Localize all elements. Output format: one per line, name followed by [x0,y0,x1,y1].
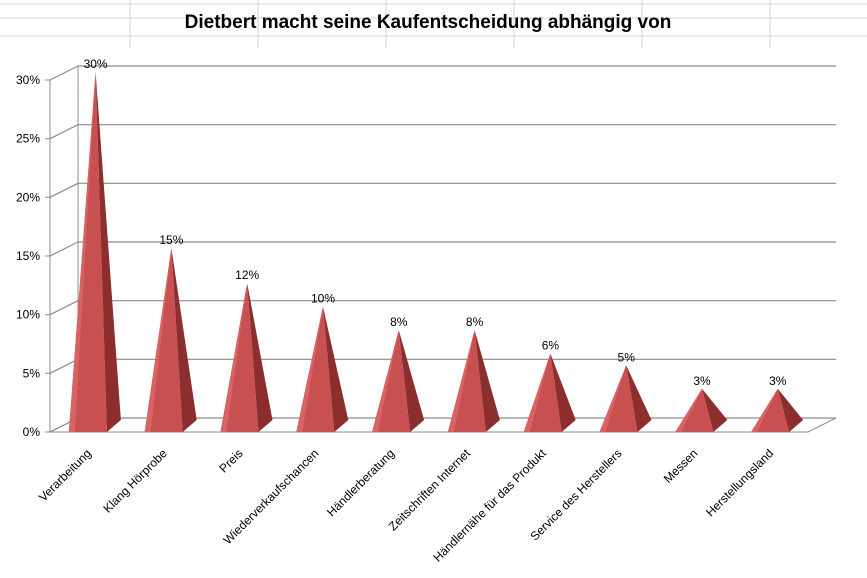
pyramid-left-edge [296,306,323,432]
pyramid-bar [751,388,804,432]
gridline-depth [49,300,79,316]
data-label: 8% [390,315,408,329]
pyramid-left-edge [220,283,248,432]
chart-labels: 0% 5% 10% 15% 20% 25% 30% 30% Verarbeitung 15% Kla… [16,57,787,565]
pyramid-left-edge [523,353,551,432]
pyramid-left-edge [675,388,702,432]
pyramid-bar [675,388,728,432]
data-label: 30% [84,57,108,71]
pyramid-side-face [247,283,273,432]
y-tick-label: 25% [16,132,40,146]
data-label: 3% [693,374,711,388]
pyramid-side-face [550,353,576,432]
pyramid-bar [220,283,273,432]
data-label: 5% [618,350,636,364]
pyramid-side-face [171,248,197,432]
x-category-label: Verarbeitung [36,446,94,504]
y-tick-label: 30% [16,73,40,87]
spreadsheet-gridlines [0,0,867,48]
chart-bars [68,72,804,432]
pyramid-left-edge [751,388,778,432]
pyramid-left-edge [447,330,475,432]
pyramid-left-edge [599,365,627,432]
pyramid-left-edge [68,72,96,432]
pyramid-side-face [626,365,652,432]
pyramid-side-face [323,306,349,432]
data-label: 15% [159,233,183,247]
gridline-depth [49,241,79,257]
x-category-label: Herstellungsland [703,446,776,519]
pyramid-side-face [777,388,804,432]
x-category-label: Messen [661,446,701,486]
gridline-depth [49,65,79,81]
pyramid-side-face [702,388,728,432]
y-tick-label: 0% [23,425,41,439]
pyramid-bar [144,248,197,432]
x-category-label: Klang Hörprobe [100,446,170,516]
data-label: 10% [311,292,335,306]
pyramid-side-face [398,330,425,432]
data-label: 3% [769,374,787,388]
chart-title: Dietbert macht seine Kaufentscheidung ab… [185,12,672,33]
x-category-label: Preis [216,446,245,475]
pyramid-bar [599,365,652,432]
data-label: 12% [235,268,259,282]
pyramid-bar [447,330,500,432]
gridline-depth [49,358,79,374]
pyramid-bar [523,353,576,432]
data-label: 8% [466,315,484,329]
pyramid-side-face [95,72,121,432]
pyramid-bar [68,72,121,432]
pyramid-left-edge [144,248,172,432]
y-tick-label: 5% [23,366,41,380]
pyramid-bar [296,306,349,432]
gridline-depth [49,124,79,140]
x-category-label: Händlerberatung [324,446,397,519]
pyramid-side-face [474,330,500,432]
y-tick-label: 20% [16,190,40,204]
x-category-label: Zeitschriften Internet [386,446,474,534]
pyramid-bar [372,330,425,432]
y-tick-label: 10% [16,308,40,322]
data-label: 6% [542,339,560,353]
y-tick-label: 15% [16,249,40,263]
gridline-depth [49,182,79,198]
pyramid-left-edge [372,330,399,432]
